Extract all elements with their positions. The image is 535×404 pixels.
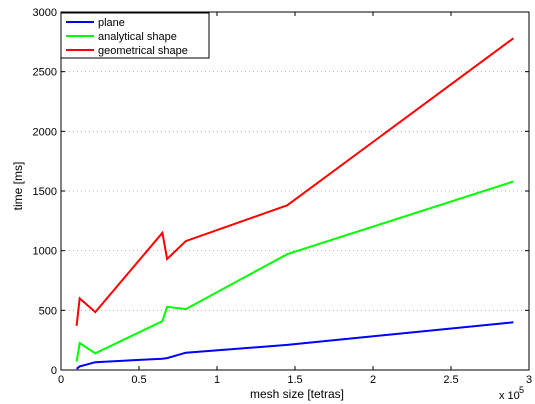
y-tick-label: 3000 (33, 7, 57, 19)
y-tick-label: 1000 (33, 246, 57, 258)
series-line-plane (75, 321, 514, 370)
y-tick-label: 0 (51, 365, 57, 377)
series-lines (75, 37, 514, 370)
y-tick-label: 500 (39, 305, 57, 317)
x-axis-label: mesh size [tetras] (250, 387, 344, 401)
y-tick-label: 2000 (33, 126, 57, 138)
x-tick-label: 0.5 (131, 374, 146, 386)
legend-label-plane: plane (98, 17, 125, 29)
legend-item-analytical-shape: analytical shape (66, 31, 177, 43)
plot-frame (60, 11, 530, 371)
x-tick-label: 0 (58, 374, 64, 386)
x-multiplier: x 10 5 (499, 385, 524, 402)
legend-item-plane: plane (66, 17, 125, 29)
x-tick-label: 2.5 (443, 374, 458, 386)
axis-ticks: 0 500 1000 1500 2000 2500 3000 0 0.5 1 1.5 2 2.5 3 (33, 7, 533, 386)
y-tick-label: 2500 (33, 67, 57, 79)
legend-item-geometrical-shape: geometrical shape (66, 45, 188, 57)
series-line-analytical-shape (75, 180, 514, 362)
y-axis-label: time [ms] (11, 162, 25, 211)
x-tick-label: 1.5 (287, 374, 302, 386)
x-tick-label: 1 (214, 374, 220, 386)
legend-label-geometrical-shape: geometrical shape (98, 45, 188, 57)
x-tick-label: 3 (526, 374, 532, 386)
x-tick-label: 2 (370, 374, 376, 386)
grid-lines (61, 71, 529, 311)
x-multiplier-exponent: 5 (519, 385, 524, 395)
legend-label-analytical-shape: analytical shape (98, 31, 177, 43)
y-tick-label: 1500 (33, 186, 57, 198)
x-multiplier-base: x 10 (499, 390, 520, 402)
series-line-geometrical-shape (75, 37, 514, 326)
legend: plane analytical shape geometrical shape (60, 12, 210, 59)
